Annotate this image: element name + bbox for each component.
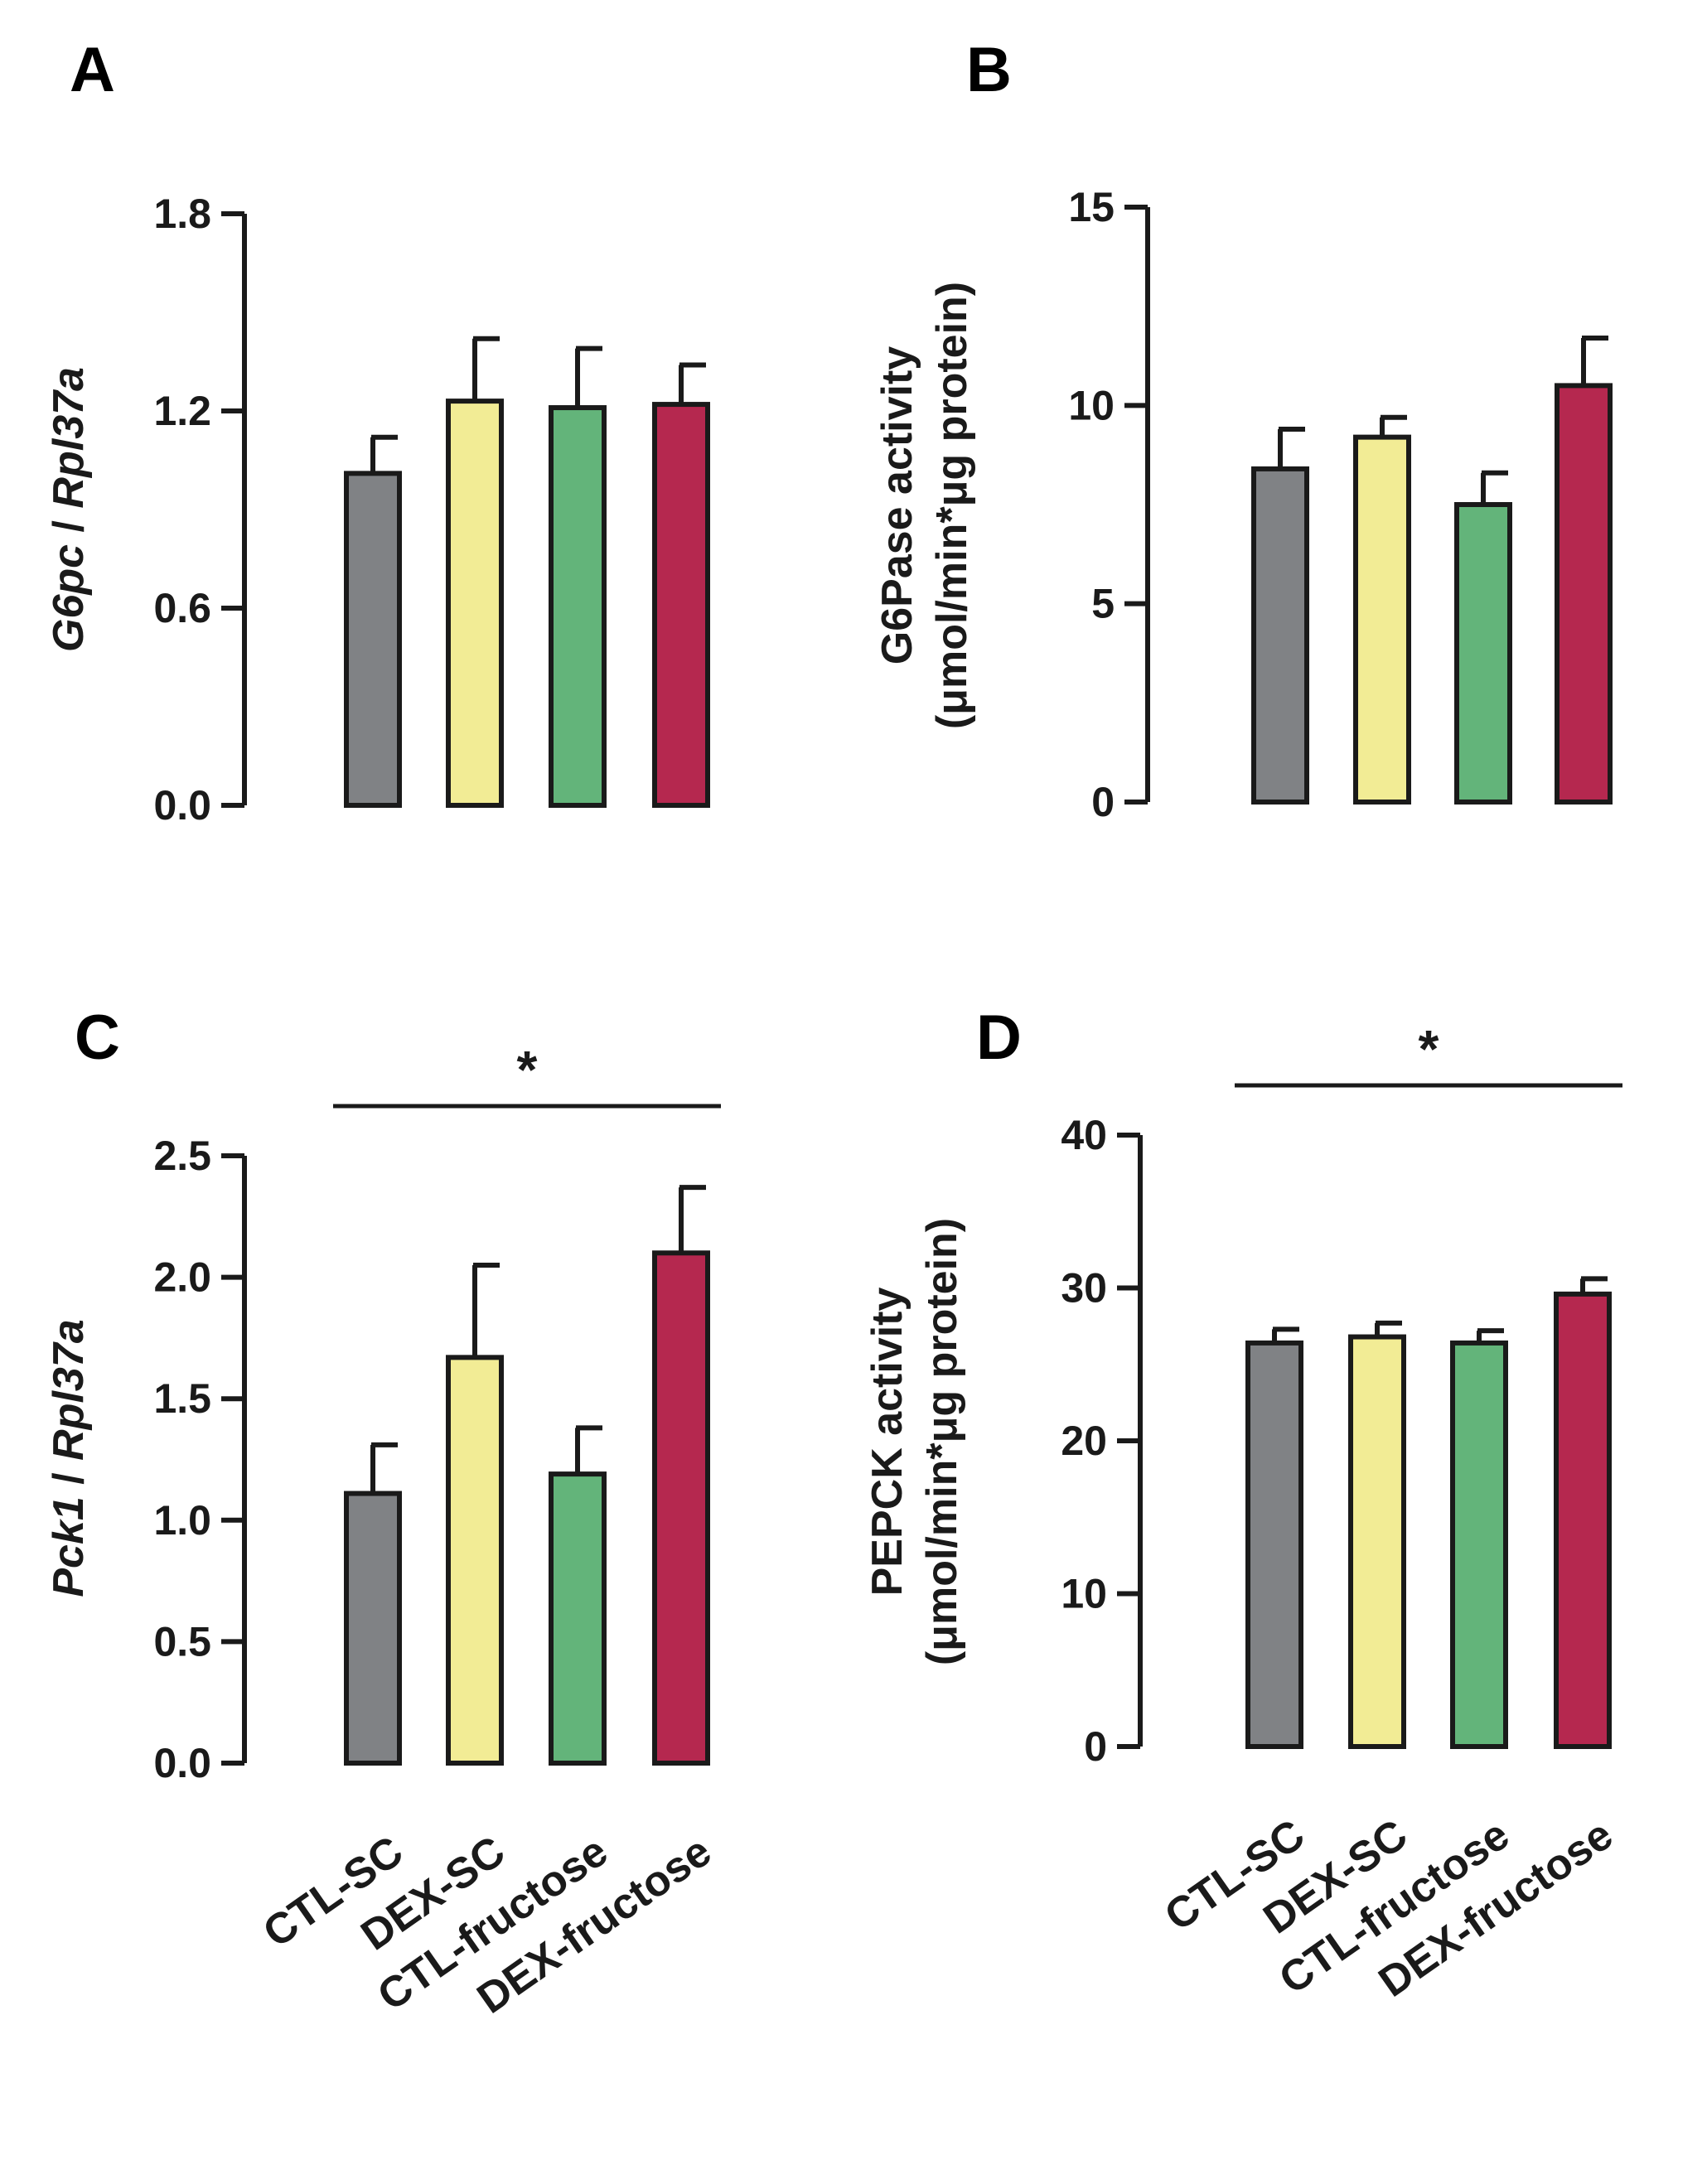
panel-b-y-tick-label: 5 — [1091, 581, 1115, 627]
panel-c-y-label: Pck1 / Rpl37a — [45, 1319, 93, 1597]
panel-d-error-bar — [1375, 1320, 1402, 1337]
panel-a-y-tick-label: 1.8 — [153, 191, 211, 237]
panel-a-error-bar — [575, 345, 602, 408]
panel-d-y-label: PEPCK activity (μmol/min*μg protein) — [863, 1218, 966, 1665]
panel-c-y-tick-label: 0.0 — [153, 1740, 211, 1786]
panel-a-chart: 0.0 0.6 1.2 1.8 G6pc / Rpl37a — [45, 191, 710, 829]
panel-d-y-tick-label: 0 — [1084, 1723, 1107, 1770]
panel-a-y-tick-label: 0.0 — [153, 782, 211, 829]
panel-c-error-bar — [370, 1442, 398, 1494]
panel-c-bar-dex-fructose — [652, 1250, 710, 1766]
panel-d-error-bar — [1477, 1328, 1504, 1343]
panel-d-error-bar — [1272, 1326, 1299, 1343]
panel-c-error-bar — [472, 1262, 500, 1358]
panel-b-bar-dex-fructose — [1555, 383, 1613, 805]
panel-d-significance-star: * — [1419, 1019, 1439, 1079]
panel-a-bar-dex-fructose — [652, 402, 710, 808]
panel-d-chart: 0 10 20 30 40 PEPCK activity (μmol/min*μg prot… — [863, 1019, 1622, 2007]
panel-a-bar-ctl-sc — [344, 471, 402, 808]
panel-a-y-tick-label: 1.2 — [153, 388, 211, 434]
panel-a-y-tick-label: 0.6 — [153, 585, 211, 631]
panel-a-bar-dex-sc — [446, 399, 504, 808]
panel-a-error-bar — [679, 362, 706, 405]
panel-a-bar-ctl-fructose — [549, 405, 607, 808]
panel-b-error-bar — [1278, 427, 1305, 469]
panel-label-a: A — [70, 35, 115, 105]
panel-label-d: D — [976, 1003, 1022, 1073]
panel-b-y-tick-label: 10 — [1068, 382, 1115, 428]
panel-d-y-tick-label: 40 — [1061, 1112, 1107, 1158]
panel-a-error-bar — [370, 434, 398, 474]
panel-b-bar-dex-sc — [1353, 434, 1411, 805]
panel-d-bar-ctl-fructose — [1450, 1340, 1508, 1750]
panel-b-chart: 0 5 10 15 G6Pase activity (μmol/min*μg protei… — [873, 184, 1613, 825]
panel-a-error-bar — [472, 336, 500, 402]
panel-d-bar-dex-sc — [1348, 1334, 1406, 1750]
panel-c-y-tick-label: 1.0 — [153, 1497, 211, 1544]
panel-b-error-bar — [1581, 335, 1608, 386]
panel-c-error-bar — [679, 1185, 706, 1254]
panel-label-c: C — [75, 1003, 120, 1073]
panel-b-y-label: G6Pase activity (μmol/min*μg protein) — [873, 282, 976, 729]
panel-d-error-bar — [1580, 1276, 1608, 1294]
panel-b-error-bar — [1481, 470, 1508, 505]
panel-c-bar-ctl-sc — [344, 1491, 402, 1766]
panel-b-bar-ctl-fructose — [1454, 502, 1512, 805]
panel-d-y-tick-label: 10 — [1061, 1571, 1107, 1617]
panel-d-bar-dex-fructose — [1554, 1291, 1612, 1749]
panel-c-y-tick-label: 0.5 — [153, 1618, 211, 1665]
panel-a-y-label: G6pc / Rpl37a — [45, 367, 93, 652]
panel-c-error-bar — [575, 1425, 602, 1475]
panel-c-bar-dex-sc — [446, 1355, 504, 1766]
panel-c-y-tick-label: 2.0 — [153, 1254, 211, 1301]
panel-b-bar-ctl-sc — [1251, 466, 1309, 805]
panel-c-y-tick-label: 1.5 — [153, 1375, 211, 1422]
panel-label-b: B — [966, 35, 1012, 105]
panel-d-y-tick-label: 20 — [1061, 1418, 1107, 1464]
panel-b-y-tick-label: 0 — [1091, 779, 1115, 825]
panel-d-y-tick-label: 30 — [1061, 1265, 1107, 1312]
panel-c-bar-ctl-fructose — [549, 1471, 607, 1766]
panel-c-significance-star: * — [517, 1040, 538, 1099]
panel-c-y-tick-label: 2.5 — [153, 1133, 211, 1179]
panel-b-y-tick-label: 15 — [1068, 184, 1115, 230]
panel-d-bar-ctl-sc — [1245, 1340, 1303, 1750]
panel-b-error-bar — [1380, 414, 1407, 437]
